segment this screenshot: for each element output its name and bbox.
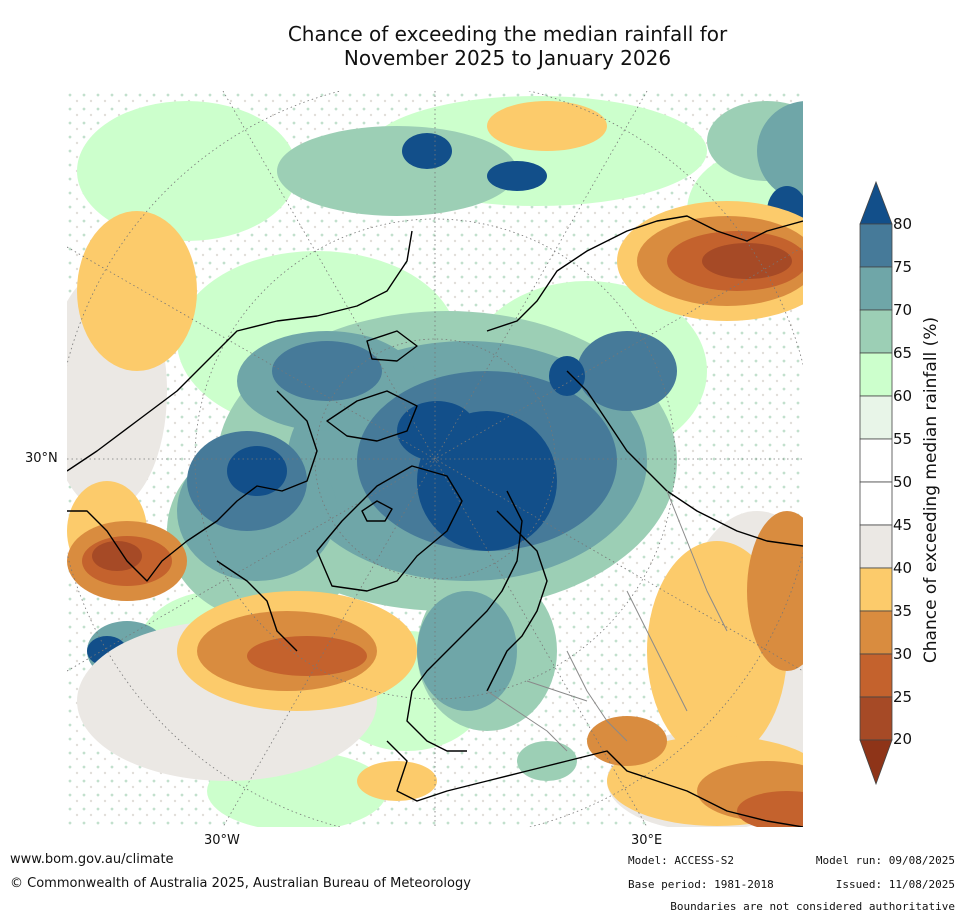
website-link[interactable]: www.bom.gov.au/climate bbox=[10, 852, 174, 867]
eurasia-coast bbox=[406, 215, 803, 752]
colorbar-label: Chance of exceeding median rainfall (%) bbox=[921, 316, 941, 664]
colorbar-bin bbox=[859, 180, 893, 225]
colorbar-bin bbox=[859, 696, 893, 741]
north-america-coast bbox=[67, 230, 413, 652]
boundaries-disclaimer: Boundaries are not considered authoritat… bbox=[670, 900, 955, 913]
colorbar-tick: 55 bbox=[893, 430, 913, 448]
base-period: Base period: 1981-2018 bbox=[628, 878, 774, 891]
model-run-date: Model run: 09/08/2025 bbox=[815, 854, 955, 867]
lat-label-30n: 30°N bbox=[25, 451, 58, 466]
rainfall-probability-map bbox=[67, 91, 803, 827]
colorbar-tick: 80 bbox=[893, 215, 913, 233]
colorbar-tick: 75 bbox=[893, 258, 913, 276]
scandinavia-coast bbox=[486, 510, 548, 692]
model-name: Model: ACCESS-S2 bbox=[628, 854, 734, 867]
colorbar-bin bbox=[859, 395, 893, 440]
country-borders bbox=[486, 490, 728, 752]
colorbar-tick: 30 bbox=[893, 645, 913, 663]
colorbar-bin bbox=[859, 352, 893, 397]
colorbar-tick: 50 bbox=[893, 473, 913, 491]
map-title: Chance of exceeding the median rainfall … bbox=[0, 22, 965, 70]
colorbar-bin bbox=[859, 223, 893, 268]
colorbar-tick: 65 bbox=[893, 344, 913, 362]
colorbar-bin bbox=[859, 567, 893, 612]
coastlines bbox=[67, 215, 803, 827]
title-line-2: November 2025 to January 2026 bbox=[343, 46, 672, 70]
colorbar-tick: 45 bbox=[893, 516, 913, 534]
zone-above-80 bbox=[87, 133, 803, 666]
colorbar-bin bbox=[859, 524, 893, 569]
copyright-text: © Commonwealth of Australia 2025, Austra… bbox=[10, 876, 471, 891]
colorbar-tick: 20 bbox=[893, 730, 913, 748]
colorbar-bin bbox=[859, 739, 893, 786]
colorbar-bin bbox=[859, 481, 893, 526]
arctic-islands bbox=[326, 330, 418, 442]
colorbar-bin bbox=[859, 653, 893, 698]
colorbar-tick: 60 bbox=[893, 387, 913, 405]
lon-label-30w: 30°W bbox=[204, 833, 240, 848]
title-line-1: Chance of exceeding the median rainfall … bbox=[287, 22, 728, 46]
colorbar-bin bbox=[859, 309, 893, 354]
colorbar-tick: 40 bbox=[893, 559, 913, 577]
colorbar-tick: 35 bbox=[893, 602, 913, 620]
colorbar-bin bbox=[859, 438, 893, 483]
colorbar-bin bbox=[859, 610, 893, 655]
greenland-coast bbox=[316, 465, 463, 592]
colorbar bbox=[859, 180, 893, 786]
graticule bbox=[67, 91, 803, 827]
europe-mediterranean-coast bbox=[386, 740, 803, 827]
colorbar-bin bbox=[859, 266, 893, 311]
colorbar-tick: 25 bbox=[893, 688, 913, 706]
colorbar-tick: 70 bbox=[893, 301, 913, 319]
iceland-coast bbox=[361, 500, 393, 522]
lon-label-30e: 30°E bbox=[631, 833, 663, 848]
issued-date: Issued: 11/08/2025 bbox=[835, 878, 955, 891]
